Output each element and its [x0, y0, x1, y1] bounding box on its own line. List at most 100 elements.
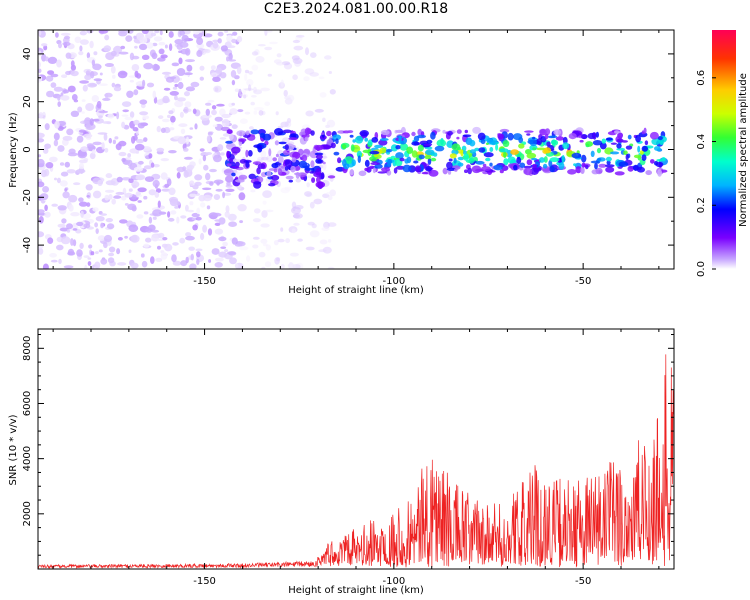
heatmap-cell [532, 147, 537, 151]
heatmap-cell [188, 246, 195, 251]
heatmap-cell [152, 179, 160, 188]
heatmap-cell [314, 108, 324, 113]
heatmap-cell [171, 254, 177, 263]
heatmap-cell [413, 160, 419, 164]
heatmap-cell [74, 36, 82, 44]
heatmap-cell [239, 220, 244, 224]
heatmap-cell [38, 30, 42, 36]
heatmap-cell [359, 130, 369, 137]
heatmap-cell [417, 144, 424, 152]
heatmap-cell [185, 232, 192, 237]
heatmap-cell [310, 160, 315, 168]
heatmap-cell [112, 139, 116, 145]
heatmap-cell [225, 175, 234, 183]
y-tick-label: -20 [22, 189, 33, 205]
heatmap-cell [44, 204, 48, 211]
heatmap-cell [161, 188, 171, 192]
heatmap-cell [655, 161, 664, 168]
heatmap-cell [64, 161, 71, 168]
heatmap-cell [305, 246, 315, 251]
heatmap-cell [185, 204, 189, 212]
heatmap-cell [477, 132, 486, 141]
heatmap-cell [472, 126, 481, 134]
heatmap-cell [98, 115, 103, 119]
heatmap-cell [219, 137, 227, 140]
heatmap-cell [196, 50, 203, 57]
heatmap-cell [322, 161, 326, 165]
heatmap-cell [96, 100, 102, 109]
heatmap-cell [519, 162, 526, 168]
heatmap-cell [282, 129, 292, 134]
heatmap-cell [152, 42, 158, 47]
heatmap-cell [639, 150, 644, 155]
heatmap-cell [304, 191, 312, 197]
heatmap-cell [110, 65, 116, 74]
heatmap-cell [152, 90, 157, 99]
heatmap-cell [172, 242, 179, 246]
heatmap-cell [55, 32, 59, 38]
heatmap-cell [581, 154, 587, 163]
heatmap-cell [154, 191, 160, 198]
heatmap-cell [176, 97, 186, 102]
heatmap-cell [131, 136, 136, 144]
heatmap-cell [172, 86, 178, 90]
heatmap-cell [349, 134, 354, 138]
heatmap-cell [614, 130, 620, 134]
heatmap-cell [160, 252, 168, 260]
x-tick-label: -100 [383, 276, 406, 287]
heatmap-cell [244, 111, 251, 115]
heatmap-cell [398, 135, 402, 143]
heatmap-cell [485, 142, 489, 145]
heatmap-cell [245, 130, 250, 136]
heatmap-cell [551, 139, 559, 146]
heatmap-cell [568, 133, 577, 140]
heatmap-cell [180, 215, 187, 219]
heatmap-cell [208, 259, 212, 263]
heatmap-cell [606, 160, 611, 165]
heatmap-cell [303, 76, 310, 82]
heatmap-cell [78, 51, 84, 56]
heatmap-cell [585, 141, 593, 147]
heatmap-cell [148, 216, 153, 224]
heatmap-cell [53, 86, 64, 92]
heatmap-cell [237, 109, 244, 113]
heatmap-cell [121, 195, 127, 201]
heatmap-cell [456, 136, 460, 140]
heatmap-cell [614, 171, 625, 176]
heatmap-cell [111, 82, 116, 88]
heatmap-cell [207, 132, 213, 136]
heatmap-cell [253, 110, 258, 115]
heatmap-cell [103, 45, 112, 52]
heatmap-cell [196, 37, 204, 45]
heatmap-cell [91, 149, 96, 154]
heatmap-cell [87, 261, 92, 266]
heatmap-cell [104, 147, 109, 153]
heatmap-cell [226, 129, 233, 135]
heatmap-cell [59, 227, 70, 232]
heatmap-cell [92, 207, 99, 212]
heatmap-cell [71, 94, 78, 101]
heatmap-cell [430, 131, 436, 140]
heatmap-cell [203, 48, 211, 54]
heatmap-cell [212, 76, 221, 83]
heatmap-cell [248, 71, 253, 75]
heatmap-cell [43, 45, 48, 51]
heatmap-cell [229, 108, 238, 115]
heatmap-cell [451, 143, 461, 151]
heatmap-cell [507, 132, 514, 141]
heatmap-cell [184, 91, 190, 97]
snr-plot-area [38, 329, 674, 569]
heatmap-cell [185, 256, 189, 264]
heatmap-cell [152, 209, 163, 217]
heatmap-cell [220, 45, 228, 52]
heatmap-cell [499, 148, 509, 153]
heatmap-cell [571, 152, 582, 159]
heatmap-cell [276, 53, 282, 58]
heatmap-cell [468, 158, 475, 164]
heatmap-cell [195, 216, 202, 221]
heatmap-cell [252, 236, 260, 240]
heatmap-cell [235, 161, 240, 167]
heatmap-cell [140, 253, 145, 258]
heatmap-cell [292, 39, 300, 44]
heatmap-cell [139, 111, 149, 116]
